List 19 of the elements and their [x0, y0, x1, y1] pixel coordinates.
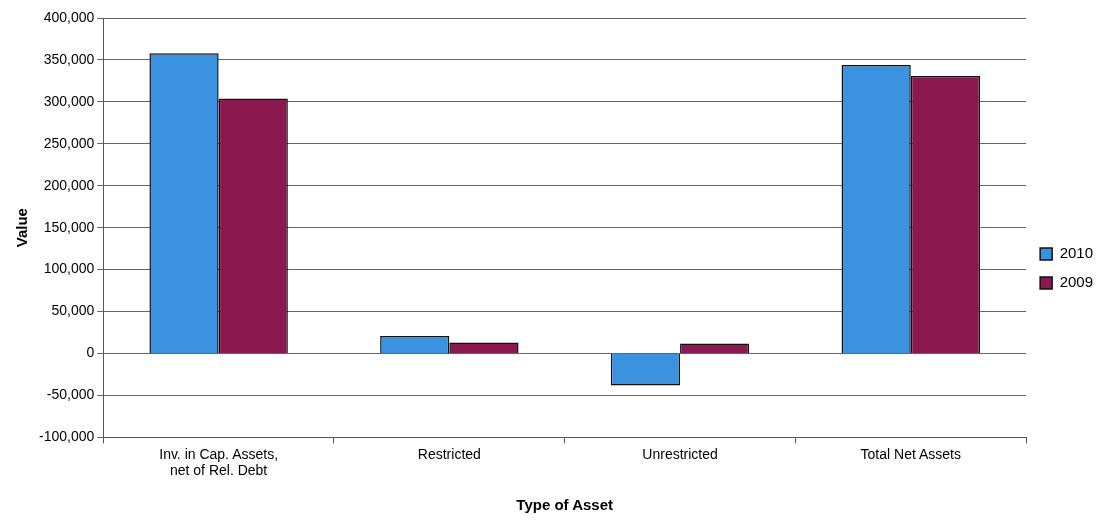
y-axis-title: Value: [13, 208, 31, 248]
x-tick-label: Unrestricted: [642, 445, 718, 462]
y-tick-label: 250,000: [43, 134, 95, 151]
y-tick-label: 200,000: [43, 176, 95, 193]
x-tick-label: Inv. in Cap. Assets, net of Rel. Debt: [159, 445, 279, 479]
y-tick-label: 350,000: [43, 50, 95, 67]
y-tick-label: 100,000: [43, 260, 95, 277]
y-tick-label: 50,000: [51, 302, 95, 319]
y-tick-label: 0: [86, 344, 95, 361]
x-axis-title: Type of Asset: [516, 496, 614, 514]
y-tick-label: 150,000: [43, 218, 95, 235]
y-tick-label: -50,000: [46, 386, 95, 403]
x-tick-label: Restricted: [417, 445, 481, 462]
x-tick-label: Total Net Assets: [860, 445, 961, 462]
legend-label: 2010: [1059, 244, 1094, 262]
y-tick-label: 400,000: [43, 8, 95, 25]
y-tick-label: 300,000: [43, 92, 95, 109]
legend-label: 2009: [1059, 273, 1094, 291]
y-tick-label: -100,000: [38, 428, 95, 445]
